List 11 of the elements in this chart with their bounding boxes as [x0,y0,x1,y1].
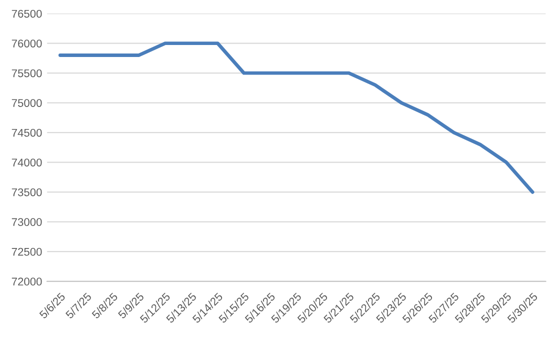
line-series [58,42,534,194]
y-tick-label: 73500 [12,188,42,196]
y-tick-label: 72500 [12,248,42,256]
y-tick-label: 75000 [12,99,42,107]
y-tick-label: 76000 [12,40,42,48]
y-tick-label: 73000 [12,218,42,226]
y-tick-label: 74500 [12,128,42,137]
y-tick-label: 75500 [12,69,42,78]
y-tick-label: 72000 [12,278,42,286]
y-tick-label: 74000 [12,158,42,166]
y-tick-label: 76500 [12,10,42,18]
